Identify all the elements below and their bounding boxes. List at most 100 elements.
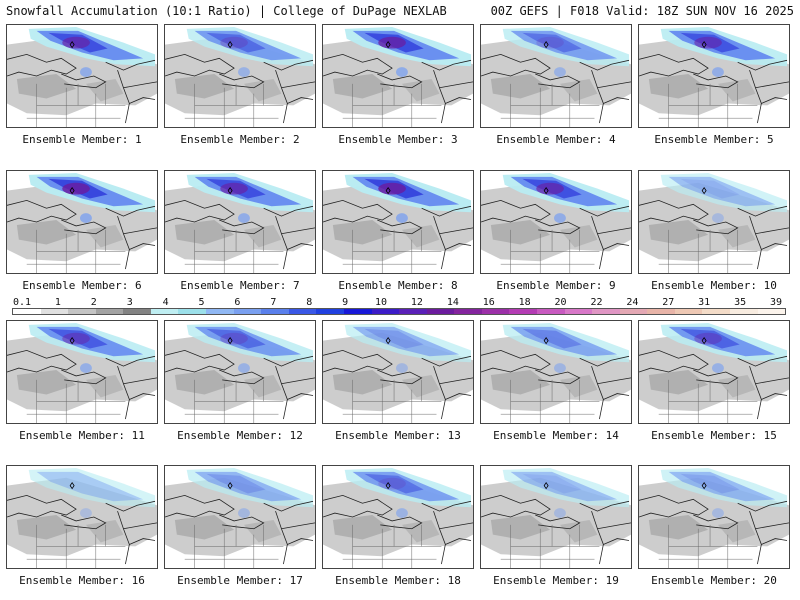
ensemble-member-label: Ensemble Member: 18 bbox=[335, 574, 461, 587]
ensemble-member-label: Ensemble Member: 12 bbox=[177, 429, 303, 442]
colorbar-swatch bbox=[426, 309, 455, 314]
snowfall-map bbox=[165, 322, 315, 423]
snowfall-map bbox=[481, 172, 631, 273]
product-title: Snowfall Accumulation (10:1 Ratio) | Col… bbox=[6, 4, 447, 18]
colorbar-tick-label: 35 bbox=[734, 297, 747, 308]
snowfall-map bbox=[639, 467, 789, 568]
colorbar-swatch bbox=[206, 309, 234, 314]
ensemble-member-label: Ensemble Member: 6 bbox=[22, 279, 142, 292]
ensemble-member-label: Ensemble Member: 16 bbox=[19, 574, 145, 587]
colorbar-tick-label: 7 bbox=[270, 297, 277, 308]
ensemble-member-map-10 bbox=[638, 170, 790, 274]
snowfall-map bbox=[7, 322, 157, 423]
ensemble-member-label: Ensemble Member: 5 bbox=[654, 133, 774, 146]
ensemble-member-map-5 bbox=[638, 24, 790, 128]
colorbar-swatch bbox=[178, 309, 207, 314]
colorbar-tick-label: 12 bbox=[410, 297, 423, 308]
colorbar-swatch bbox=[261, 309, 289, 314]
ensemble-member-label: Ensemble Member: 19 bbox=[493, 574, 619, 587]
colorbar-swatch bbox=[619, 309, 648, 314]
ensemble-member-map-11 bbox=[6, 320, 158, 424]
colorbar-tick-label: 2 bbox=[90, 297, 97, 308]
snowfall-map bbox=[323, 26, 473, 127]
ensemble-member-label: Ensemble Member: 10 bbox=[651, 279, 777, 292]
colorbar bbox=[12, 308, 786, 315]
colorbar-tick-label: 6 bbox=[234, 297, 241, 308]
ensemble-member-label: Ensemble Member: 4 bbox=[496, 133, 616, 146]
ensemble-member-label: Ensemble Member: 14 bbox=[493, 429, 619, 442]
ensemble-member-map-20 bbox=[638, 465, 790, 569]
ensemble-member-map-6 bbox=[6, 170, 158, 274]
colorbar-swatch bbox=[233, 309, 262, 314]
colorbar-swatch bbox=[592, 309, 620, 314]
snowfall-map bbox=[639, 26, 789, 127]
colorbar-legend: 0.1 1 2 3 4 5 6 7 8 9 10 12 14 16 18 20 22 24 27 31 35 39 bbox=[12, 297, 786, 317]
colorbar-swatch bbox=[509, 309, 537, 314]
snowfall-map bbox=[481, 322, 631, 423]
snowfall-map bbox=[323, 467, 473, 568]
colorbar-tick-label: 3 bbox=[126, 297, 133, 308]
ensemble-member-map-1 bbox=[6, 24, 158, 128]
ensemble-member-map-4 bbox=[480, 24, 632, 128]
snowfall-map bbox=[165, 172, 315, 273]
colorbar-swatch bbox=[564, 309, 593, 314]
ensemble-member-map-13 bbox=[322, 320, 474, 424]
ensemble-member-map-15 bbox=[638, 320, 790, 424]
ensemble-member-label: Ensemble Member: 13 bbox=[335, 429, 461, 442]
ensemble-member-label: Ensemble Member: 11 bbox=[19, 429, 145, 442]
colorbar-tick-label: 27 bbox=[662, 297, 675, 308]
ensemble-member-map-19 bbox=[480, 465, 632, 569]
ensemble-member-map-2 bbox=[164, 24, 316, 128]
colorbar-swatch bbox=[13, 309, 41, 314]
snowfall-map bbox=[7, 26, 157, 127]
snowfall-map bbox=[165, 467, 315, 568]
colorbar-swatch bbox=[481, 309, 510, 314]
ensemble-member-map-16 bbox=[6, 465, 158, 569]
ensemble-member-label: Ensemble Member: 3 bbox=[338, 133, 458, 146]
colorbar-tick-label: 22 bbox=[590, 297, 603, 308]
colorbar-tick-label: 39 bbox=[769, 297, 783, 308]
ensemble-member-map-17 bbox=[164, 465, 316, 569]
colorbar-tick-label: 9 bbox=[342, 297, 349, 308]
ensemble-member-map-8 bbox=[322, 170, 474, 274]
snowfall-map bbox=[323, 172, 473, 273]
ensemble-member-map-3 bbox=[322, 24, 474, 128]
snowfall-map bbox=[165, 26, 315, 127]
colorbar-swatch bbox=[536, 309, 565, 314]
colorbar-tick-label: 8 bbox=[306, 297, 313, 308]
ensemble-member-map-7 bbox=[164, 170, 316, 274]
ensemble-member-label: Ensemble Member: 8 bbox=[338, 279, 458, 292]
ensemble-member-label: Ensemble Member: 2 bbox=[180, 133, 300, 146]
snowfall-map bbox=[7, 172, 157, 273]
colorbar-swatch bbox=[399, 309, 427, 314]
snowfall-map bbox=[639, 322, 789, 423]
colorbar-tick-label: 31 bbox=[698, 297, 711, 308]
colorbar-tick-label: 5 bbox=[198, 297, 205, 308]
snowfall-map bbox=[481, 26, 631, 127]
colorbar-swatch bbox=[68, 309, 96, 314]
colorbar-tick-label: 10 bbox=[375, 297, 388, 308]
ensemble-member-label: Ensemble Member: 9 bbox=[496, 279, 616, 292]
ensemble-member-map-14 bbox=[480, 320, 632, 424]
colorbar-swatch bbox=[757, 309, 786, 314]
snowfall-map bbox=[481, 467, 631, 568]
snowfall-map bbox=[7, 467, 157, 568]
colorbar-tick-label: 14 bbox=[446, 297, 459, 308]
colorbar-swatch bbox=[730, 309, 758, 314]
colorbar-tick-label: 4 bbox=[162, 297, 169, 308]
ensemble-member-map-12 bbox=[164, 320, 316, 424]
ensemble-member-label: Ensemble Member: 1 bbox=[22, 133, 142, 146]
colorbar-tick-label: 18 bbox=[518, 297, 531, 308]
ensemble-member-label: Ensemble Member: 15 bbox=[651, 429, 777, 442]
colorbar-tick-label: 24 bbox=[626, 297, 639, 308]
colorbar-swatch bbox=[316, 309, 344, 314]
colorbar-tick-label: 20 bbox=[554, 297, 567, 308]
colorbar-tick-label: 0.1 bbox=[12, 297, 32, 308]
ensemble-member-map-9 bbox=[480, 170, 632, 274]
snowfall-map bbox=[323, 322, 473, 423]
snowfall-map bbox=[639, 172, 789, 273]
colorbar-swatch bbox=[674, 309, 703, 314]
ensemble-member-map-18 bbox=[322, 465, 474, 569]
colorbar-swatch bbox=[702, 309, 731, 314]
colorbar-swatch bbox=[454, 309, 482, 314]
